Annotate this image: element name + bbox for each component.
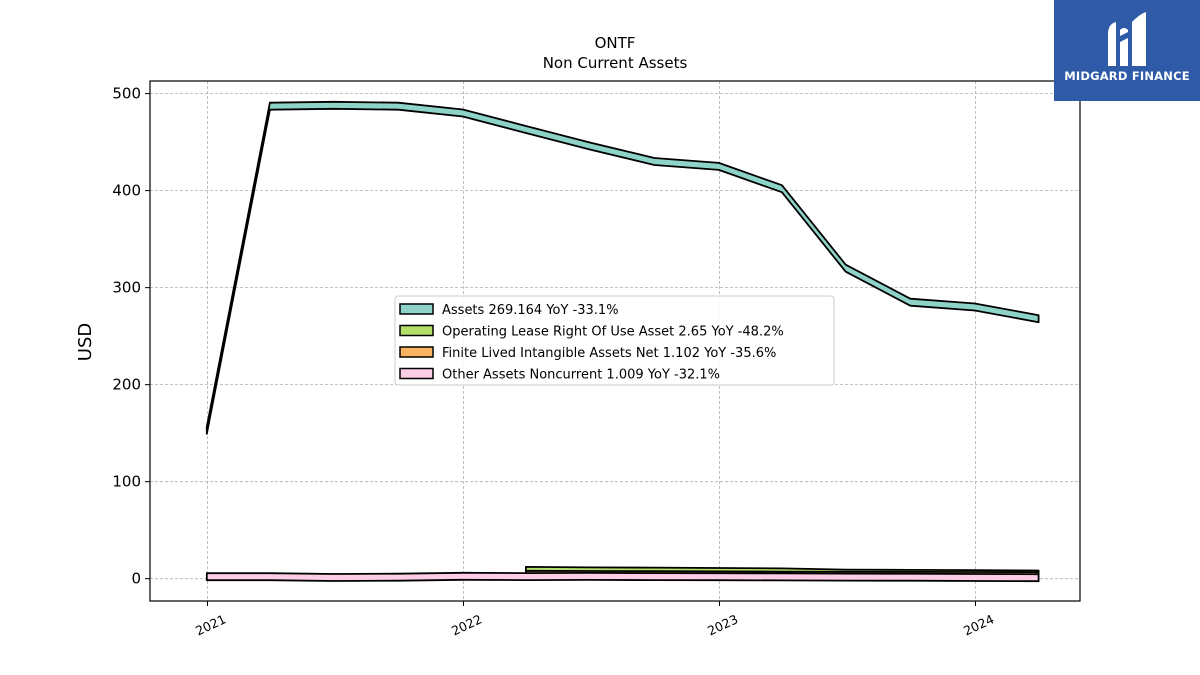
legend-swatch [399,367,434,380]
y-tick-label: 500 [112,85,141,103]
x-tick-label: 2023 [705,611,740,638]
y-axis-label: USD [75,323,96,361]
legend-swatch [399,346,434,358]
chart-title: ONTF [595,34,636,52]
x-tick-label: 2021 [193,611,228,638]
legend-label: Assets 269.164 YoY -33.1% [442,303,619,318]
x-tick-label: 2022 [449,611,484,638]
legend: Assets 269.164 YoY -33.1% Operating Lease… [394,295,835,386]
x-axis: 2021 2022 2023 2024 [193,601,996,638]
y-tick-label: 400 [112,182,141,200]
legend-swatch [399,303,434,315]
y-axis: 0 100 200 300 400 500 [112,85,150,588]
logo-text: MIDGARD FINANCE [1064,69,1190,83]
plot-area [205,100,1040,583]
x-tick-label: 2024 [961,611,996,638]
legend-label: Operating Lease Right Of Use Asset 2.65 … [442,325,784,340]
y-tick-label: 0 [131,570,141,588]
legend-box [394,295,835,386]
legend-swatch [399,324,434,337]
midgard-finance-logo: MIDGARD FINANCE [1054,0,1200,101]
plot-frame [149,80,1081,602]
y-tick-label: 100 [112,473,141,491]
series-3-band [205,571,1040,583]
y-tick-label: 200 [112,376,141,394]
y-tick-label: 300 [112,279,141,297]
chart-subtitle: Non Current Assets [543,54,688,72]
grid [150,81,1080,601]
midgard-logo-icon [1108,12,1146,66]
legend-label: Other Assets Noncurrent 1.009 YoY -32.1% [442,368,720,383]
series-0-band [205,100,1040,435]
legend-label: Finite Lived Intangible Assets Net 1.102… [442,346,776,361]
